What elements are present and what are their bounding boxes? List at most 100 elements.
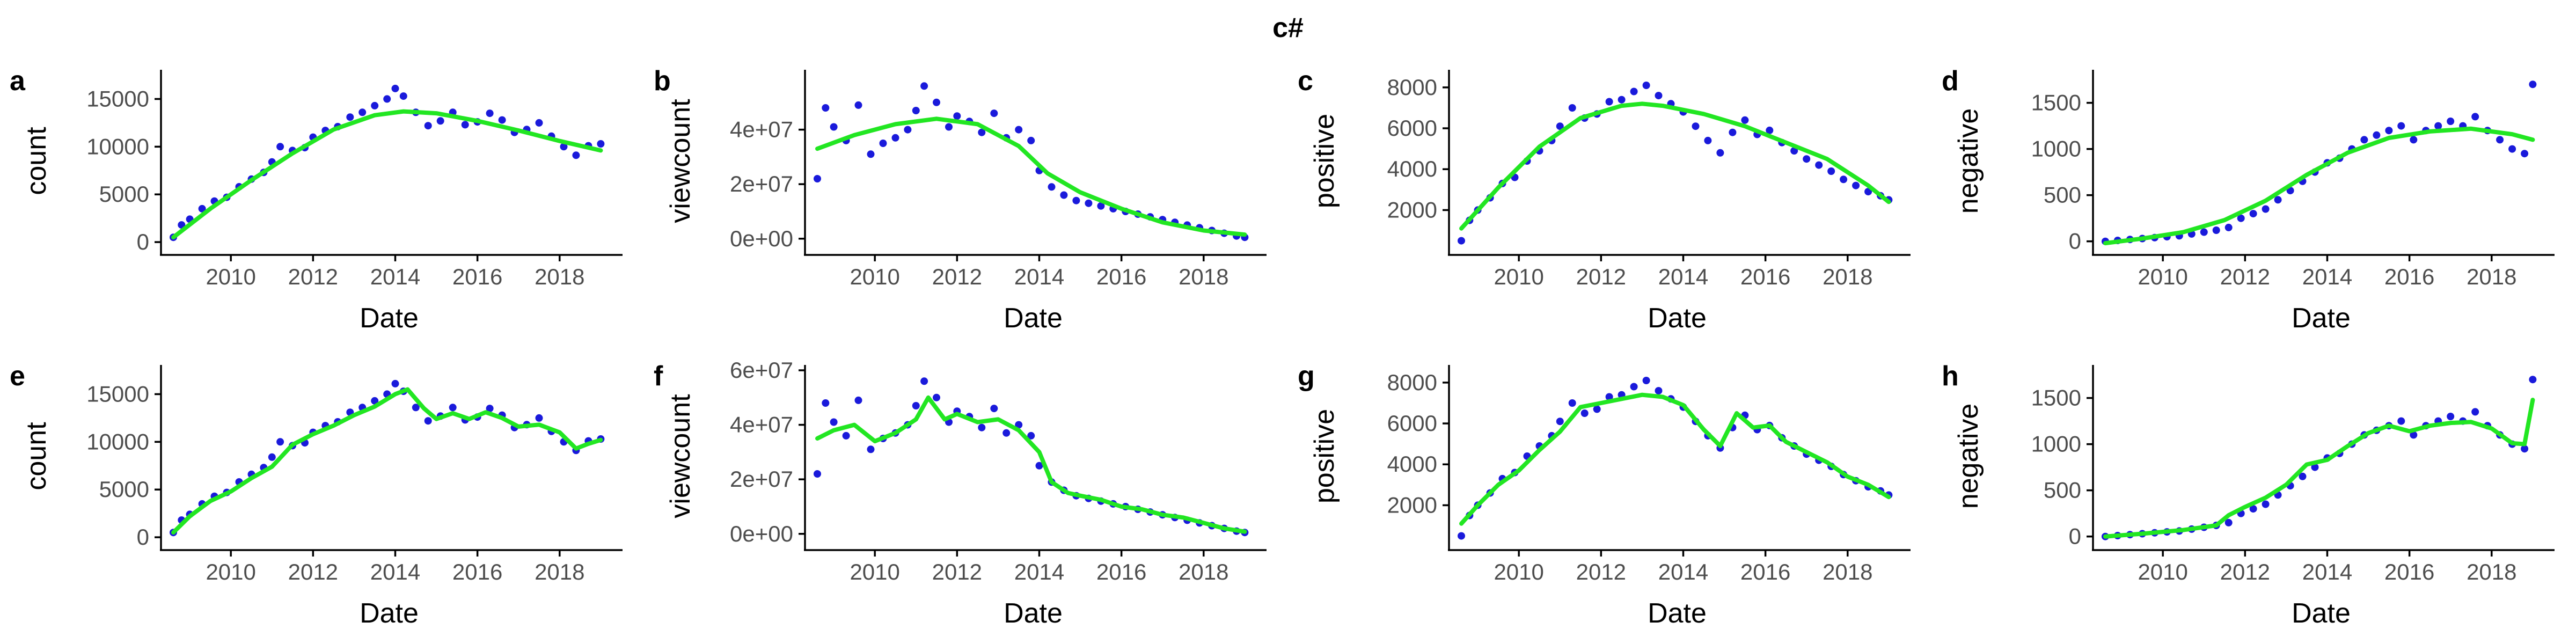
confidence-band <box>173 387 601 535</box>
confidence-band <box>173 109 601 240</box>
x-tick-label: 2014 <box>370 264 420 289</box>
y-tick-label: 2e+07 <box>730 466 793 492</box>
panel-letter: g <box>1298 361 1315 392</box>
x-tick-label: 2018 <box>1179 559 1228 584</box>
data-point <box>2529 80 2537 89</box>
data-point <box>2237 214 2245 222</box>
x-tick-label: 2010 <box>2138 264 2187 289</box>
data-point <box>1458 532 1465 540</box>
data-point <box>1556 418 1564 426</box>
panel-letter: c <box>1298 65 1313 97</box>
x-tick-label: 2010 <box>850 264 899 289</box>
x-tick-label: 2016 <box>2384 264 2434 289</box>
data-point <box>2360 136 2368 144</box>
y-tick-label: 1500 <box>2031 90 2081 115</box>
y-tick-label: 8000 <box>1387 370 1437 395</box>
y-axis-title: count <box>21 127 52 195</box>
data-point <box>2410 431 2418 439</box>
data-point <box>1630 383 1638 391</box>
data-point <box>2311 463 2319 471</box>
data-point <box>814 470 821 478</box>
data-point <box>1060 191 1068 199</box>
x-tick-label: 2010 <box>850 559 899 584</box>
data-point <box>904 126 912 134</box>
smooth-line <box>171 109 603 240</box>
y-tick-label: 5000 <box>99 477 149 502</box>
data-point <box>2274 196 2282 204</box>
data-point <box>1704 136 1712 144</box>
panel-h: h 2010 2012 2014 2016 2018 0 500 1000 1500 Date neg… <box>1942 361 2555 629</box>
x-tick-label: 2012 <box>1576 264 1626 289</box>
data-point <box>1827 167 1835 175</box>
data-point <box>2200 228 2208 236</box>
x-axis-title: Date <box>1004 598 1063 629</box>
data-point <box>920 377 928 385</box>
data-point <box>1790 147 1798 155</box>
data-point <box>2496 136 2504 144</box>
panel-letter: h <box>1942 361 1959 392</box>
data-point <box>2508 145 2516 153</box>
data-point <box>2397 122 2405 130</box>
y-axis-title: negative <box>1953 108 1984 214</box>
y-tick-label: 6000 <box>1387 411 1437 436</box>
x-tick-label: 2010 <box>1494 559 1543 584</box>
data-point <box>2521 445 2529 453</box>
data-point <box>1085 199 1093 207</box>
data-point <box>822 399 830 407</box>
data-point <box>399 92 407 100</box>
confidence-band <box>1461 101 1889 231</box>
y-tick-label: 0e+00 <box>730 521 793 546</box>
x-tick-label: 2016 <box>452 264 502 289</box>
x-tick-label: 2018 <box>535 559 584 584</box>
y-axis-title: count <box>21 422 52 491</box>
data-point <box>1605 393 1613 401</box>
y-tick-label: 15000 <box>86 381 149 406</box>
x-tick-label: 2014 <box>1014 559 1064 584</box>
smooth-line <box>815 116 1247 237</box>
data-point <box>276 143 284 151</box>
data-point <box>1035 462 1043 470</box>
data-point <box>1048 183 1056 191</box>
y-tick-label: 2000 <box>1387 197 1437 222</box>
data-point <box>436 117 444 125</box>
data-point <box>572 151 580 159</box>
data-point <box>2397 417 2405 425</box>
data-point <box>842 431 850 440</box>
data-point <box>449 404 457 412</box>
y-axis-title: positive <box>1309 409 1340 503</box>
data-point <box>1072 196 1080 204</box>
data-point <box>933 98 940 106</box>
data-point <box>2373 131 2381 139</box>
data-point <box>2447 118 2455 125</box>
x-tick-label: 2018 <box>2467 264 2516 289</box>
y-tick-label: 4000 <box>1387 156 1437 181</box>
panel-g: g 2010 2012 2014 2016 2018 2000 4000 6000 8000 Dat… <box>1298 361 1911 629</box>
x-tick-label: 2014 <box>1658 559 1708 584</box>
data-point <box>1815 161 1823 169</box>
data-point <box>2529 376 2537 384</box>
y-axis-title: viewcount <box>665 394 696 518</box>
data-point <box>2410 136 2418 144</box>
y-tick-label: 10000 <box>86 429 149 454</box>
x-axis-title: Date <box>2292 303 2351 334</box>
x-tick-label: 2010 <box>2138 559 2187 584</box>
x-tick-label: 2012 <box>288 559 338 584</box>
data-point <box>1741 116 1749 124</box>
data-point <box>933 393 940 401</box>
data-point <box>1458 237 1465 245</box>
figure-title: c# <box>1272 12 1304 43</box>
x-tick-label: 2012 <box>2220 264 2270 289</box>
x-tick-label: 2016 <box>1096 559 1146 584</box>
data-point <box>1803 155 1811 163</box>
confidence-band <box>817 396 1245 534</box>
x-axis-title: Date <box>360 598 419 629</box>
x-tick-label: 2018 <box>535 264 584 289</box>
smooth-line <box>1459 101 1891 231</box>
data-point <box>1642 82 1650 89</box>
data-point <box>486 109 494 118</box>
x-axis-title: Date <box>1648 598 1707 629</box>
data-point <box>1556 122 1564 130</box>
data-point <box>1852 181 1860 189</box>
data-point <box>2471 113 2479 121</box>
